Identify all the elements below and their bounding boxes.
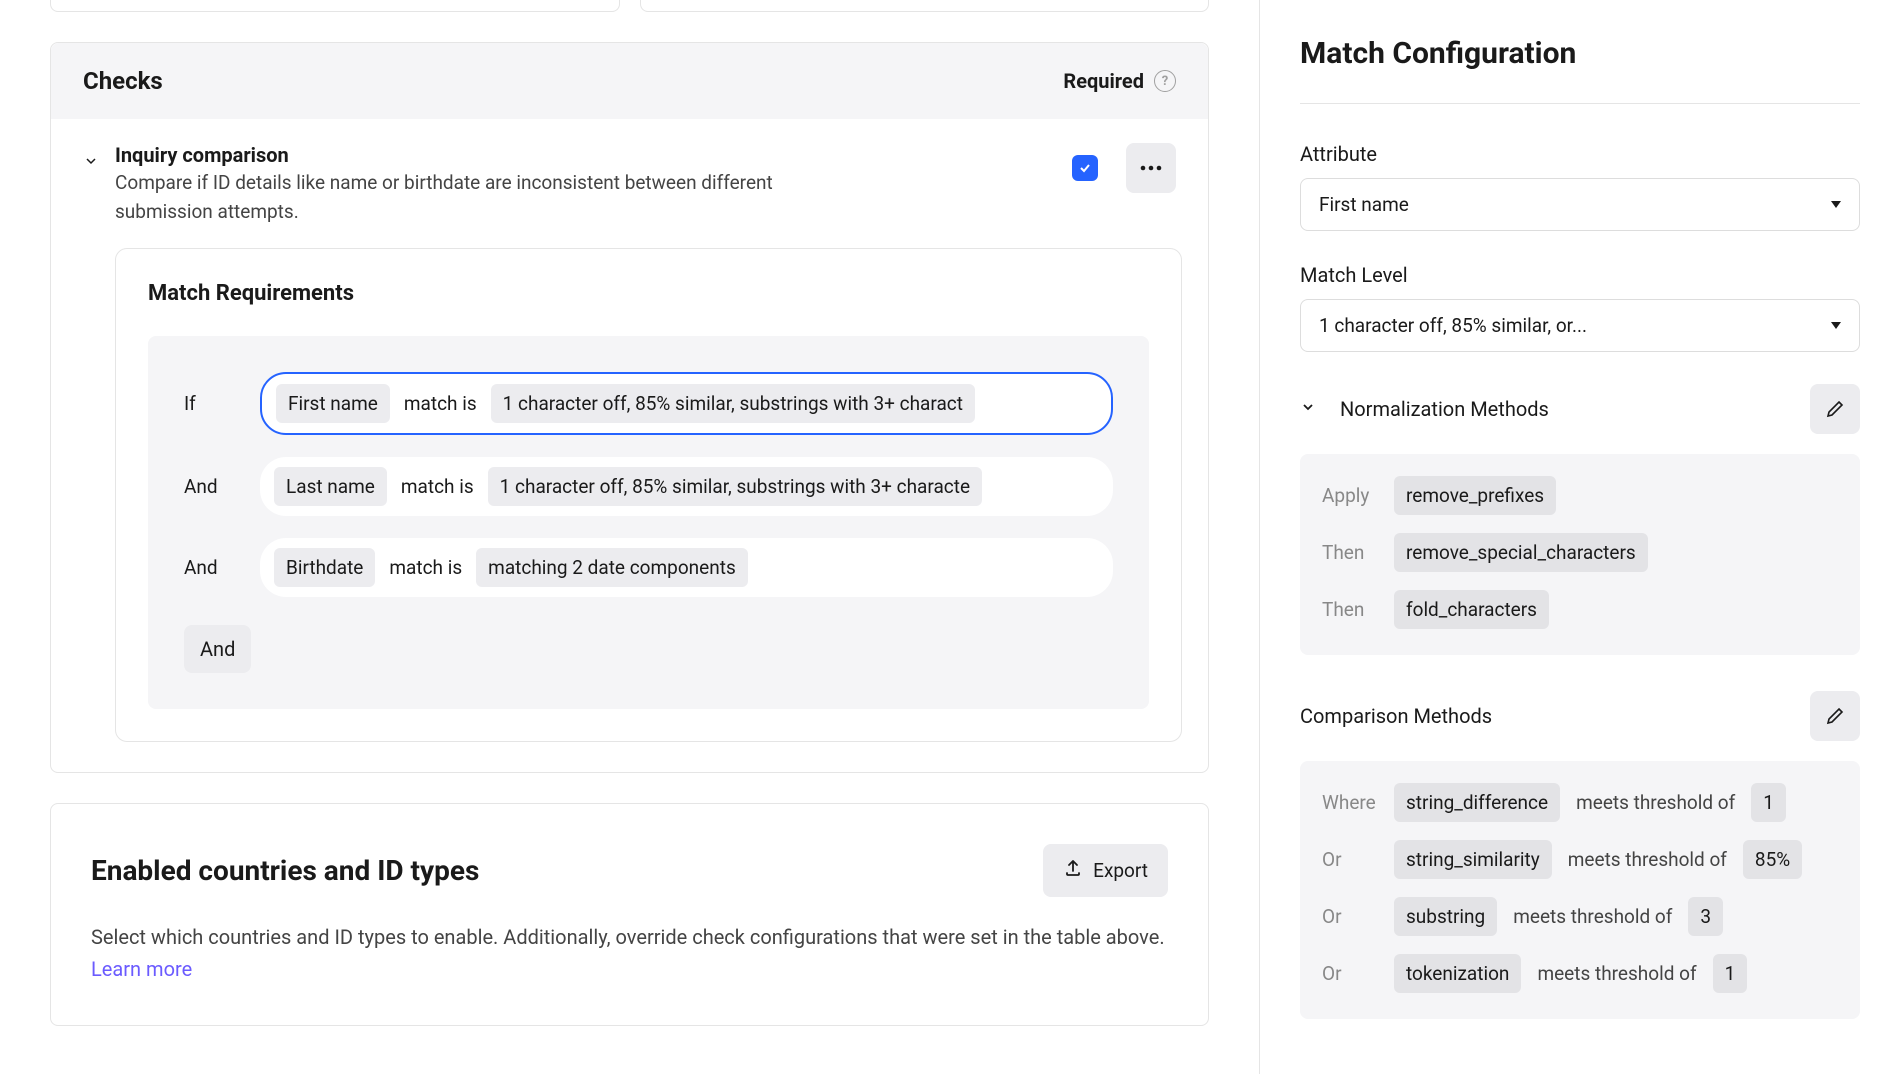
required-label: Required — [1063, 69, 1144, 93]
inquiry-enabled-checkbox[interactable] — [1072, 155, 1098, 181]
comparison-value-chip: 85% — [1743, 840, 1802, 879]
chevron-down-icon — [1831, 201, 1841, 208]
comparison-box: Wherestring_differencemeets threshold of… — [1300, 761, 1860, 1019]
rule-operator: If — [184, 392, 240, 415]
comparison-mid-text: meets threshold of — [1568, 848, 1727, 871]
comparison-title: Comparison Methods — [1300, 704, 1492, 728]
rule-content[interactable]: Birthdate match is matching 2 date compone… — [260, 538, 1113, 597]
comparison-method-chip: tokenization — [1394, 954, 1521, 993]
normalization-title: Normalization Methods — [1340, 397, 1549, 421]
countries-title: Enabled countries and ID types — [91, 854, 479, 887]
comparison-value-chip: 3 — [1688, 897, 1723, 936]
rule-operator: And — [184, 475, 240, 498]
normalization-row: Then fold_characters — [1322, 590, 1838, 629]
match-level-select[interactable]: 1 character off, 85% similar, or... — [1300, 299, 1860, 352]
rule-operator: And — [184, 556, 240, 579]
chevron-down-icon[interactable] — [83, 153, 99, 173]
rule-match-text: match is — [404, 392, 477, 415]
chevron-down-icon — [1831, 322, 1841, 329]
comparison-row: Where string_difference meets threshold of… — [1322, 783, 1838, 822]
export-label: Export — [1093, 859, 1148, 882]
rule-attribute-chip: Last name — [274, 467, 387, 506]
inquiry-title: Inquiry comparison — [115, 143, 1056, 167]
edit-normalization-button[interactable] — [1810, 384, 1860, 434]
rule-row: And Birthdate match is matching 2 date comp… — [184, 538, 1113, 597]
top-panel-left — [50, 0, 620, 12]
attribute-label: Attribute — [1300, 142, 1860, 166]
normalization-label: Then — [1322, 541, 1378, 564]
comparison-method-chip: string_difference — [1394, 783, 1560, 822]
normalization-box: Apply remove_prefixes Then remove_special_c… — [1300, 454, 1860, 655]
countries-description: Select which countries and ID types to e… — [91, 921, 1168, 985]
comparison-mid-text: meets threshold of — [1576, 791, 1735, 814]
rule-condition-chip: 1 character off, 85% similar, substrings… — [488, 467, 982, 506]
learn-more-link[interactable]: Learn more — [91, 957, 192, 981]
normalization-method-chip: remove_prefixes — [1394, 476, 1556, 515]
countries-panel: Enabled countries and ID types Export Se… — [50, 803, 1209, 1026]
rule-match-text: match is — [401, 475, 474, 498]
checks-panel: Checks Required ? Inquiry comparison Com… — [50, 42, 1209, 773]
match-level-label: Match Level — [1300, 263, 1860, 287]
comparison-row: Or string_similarity meets threshold of 85% — [1322, 840, 1838, 879]
rule-condition-chip: 1 character off, 85% similar, substrings… — [491, 384, 975, 423]
comparison-value-chip: 1 — [1751, 783, 1786, 822]
rule-attribute-chip: First name — [276, 384, 390, 423]
comparison-method-chip: substring — [1394, 897, 1497, 936]
normalization-method-chip: remove_special_characters — [1394, 533, 1648, 572]
top-panel-right — [640, 0, 1210, 12]
comparison-method-chip: string_similarity — [1394, 840, 1552, 879]
normalization-label: Apply — [1322, 484, 1378, 507]
export-icon — [1063, 858, 1083, 883]
attribute-value: First name — [1319, 193, 1409, 216]
add-and-button[interactable]: And — [184, 625, 251, 673]
attribute-select[interactable]: First name — [1300, 178, 1860, 231]
rule-match-text: match is — [389, 556, 462, 579]
chevron-down-icon[interactable] — [1300, 399, 1316, 419]
match-level-value: 1 character off, 85% similar, or... — [1319, 314, 1587, 337]
edit-comparison-button[interactable] — [1810, 691, 1860, 741]
comparison-label: Or — [1322, 905, 1378, 928]
help-icon[interactable]: ? — [1154, 70, 1176, 92]
comparison-mid-text: meets threshold of — [1537, 962, 1696, 985]
match-requirements-title: Match Requirements — [148, 281, 1149, 306]
normalization-method-chip: fold_characters — [1394, 590, 1549, 629]
normalization-row: Then remove_special_characters — [1322, 533, 1838, 572]
normalization-label: Then — [1322, 598, 1378, 621]
comparison-value-chip: 1 — [1713, 954, 1748, 993]
rule-row: And Last name match is 1 character off, 85%… — [184, 457, 1113, 516]
match-requirements-panel: Match Requirements If First name match is 1… — [115, 248, 1182, 742]
match-config-title: Match Configuration — [1300, 0, 1860, 104]
rule-content[interactable]: First name match is 1 character off, 85% s… — [260, 372, 1113, 435]
comparison-mid-text: meets threshold of — [1513, 905, 1672, 928]
comparison-label: Or — [1322, 848, 1378, 871]
rule-content[interactable]: Last name match is 1 character off, 85% si… — [260, 457, 1113, 516]
comparison-row: Or tokenization meets threshold of 1 — [1322, 954, 1838, 993]
normalization-row: Apply remove_prefixes — [1322, 476, 1838, 515]
comparison-row: Or substring meets threshold of 3 — [1322, 897, 1838, 936]
comparison-label: Where — [1322, 791, 1378, 814]
export-button[interactable]: Export — [1043, 844, 1168, 897]
comparison-label: Or — [1322, 962, 1378, 985]
rule-attribute-chip: Birthdate — [274, 548, 375, 587]
checks-title: Checks — [83, 67, 163, 95]
rule-row: If First name match is 1 character off, 85%… — [184, 372, 1113, 435]
inquiry-description: Compare if ID details like name or birth… — [115, 169, 835, 226]
rule-condition-chip: matching 2 date components — [476, 548, 748, 587]
more-button[interactable] — [1126, 143, 1176, 193]
